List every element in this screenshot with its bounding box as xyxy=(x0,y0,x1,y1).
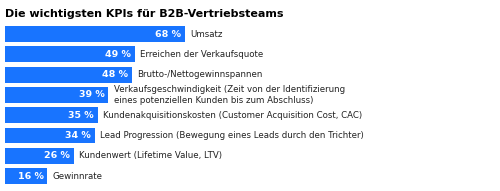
Bar xyxy=(5,107,98,123)
Text: 39 %: 39 % xyxy=(78,90,104,99)
Text: 35 %: 35 % xyxy=(68,111,94,120)
Text: Brutto-/Nettogewinnspannen: Brutto-/Nettogewinnspannen xyxy=(138,70,263,79)
Text: Lead Progression (Bewegung eines Leads durch den Trichter): Lead Progression (Bewegung eines Leads d… xyxy=(100,131,364,140)
Text: Kundenakquisitionskosten (Customer Acquisition Cost, CAC): Kundenakquisitionskosten (Customer Acqui… xyxy=(103,111,362,120)
Text: 68 %: 68 % xyxy=(155,30,181,39)
Text: 34 %: 34 % xyxy=(66,131,91,140)
Bar xyxy=(5,46,135,62)
Text: Die wichtigsten KPIs für B2B-Vertriebsteams: Die wichtigsten KPIs für B2B-Vertriebste… xyxy=(5,9,283,19)
Bar xyxy=(5,67,132,83)
Bar xyxy=(5,87,108,103)
Bar xyxy=(5,168,48,184)
Text: 16 %: 16 % xyxy=(18,172,44,180)
Bar xyxy=(5,128,95,143)
Text: 48 %: 48 % xyxy=(102,70,128,79)
Bar xyxy=(5,148,74,164)
Text: 49 %: 49 % xyxy=(105,50,131,59)
Text: Verkaufsgeschwindigkeit (Zeit von der Identifizierung
eines potenziellen Kunden : Verkaufsgeschwindigkeit (Zeit von der Id… xyxy=(114,85,344,105)
Text: Umsatz: Umsatz xyxy=(190,30,223,39)
Text: 26 %: 26 % xyxy=(44,151,70,160)
Bar xyxy=(5,26,185,42)
Text: Kundenwert (Lifetime Value, LTV): Kundenwert (Lifetime Value, LTV) xyxy=(79,151,222,160)
Text: Gewinnrate: Gewinnrate xyxy=(52,172,102,180)
Text: Erreichen der Verkaufsquote: Erreichen der Verkaufsquote xyxy=(140,50,264,59)
